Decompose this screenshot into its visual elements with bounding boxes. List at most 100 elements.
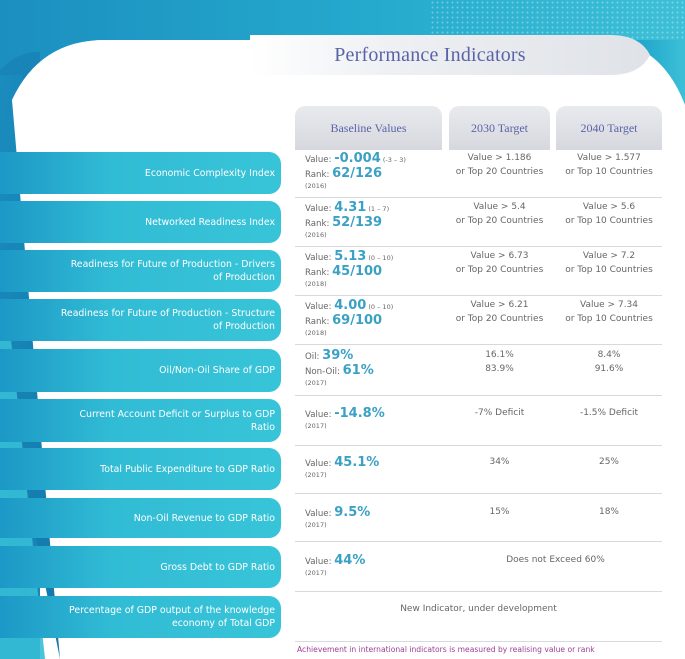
baseline-year: (2017) xyxy=(305,568,327,577)
target-2030: 34% xyxy=(449,455,550,469)
column-header-baseline: Baseline Values xyxy=(295,106,442,150)
baseline-prefix: Rank: xyxy=(305,169,333,180)
indicator-label: Gross Debt to GDP Ratio xyxy=(0,546,281,588)
indicator-label-text: Gross Debt to GDP Ratio xyxy=(160,561,275,573)
target-2040: 25% xyxy=(556,455,662,469)
baseline-number: 4.31 xyxy=(334,200,367,215)
baseline-year: (2017) xyxy=(305,378,327,387)
target-2030: Value > 5.4 or Top 20 Countries xyxy=(449,200,550,228)
baseline-prefix: Value: xyxy=(305,459,335,469)
target-line: Value > 6.73 xyxy=(470,251,529,261)
target-2040: 8.4% 91.6% xyxy=(556,348,662,376)
baseline-rank: 45/100 xyxy=(332,263,383,279)
baseline-prefix: Value: xyxy=(305,253,335,263)
baseline-value: Oil: 39% Non-Oil: 61% (2017) xyxy=(305,348,374,387)
target-merged: Does not Exceed 60% xyxy=(449,553,662,567)
baseline-year: (2016) xyxy=(305,181,327,190)
indicator-label: Non-Oil Revenue to GDP Ratio xyxy=(0,498,281,538)
target-line: Value > 5.4 xyxy=(473,202,526,212)
baseline-prefix: Non-Oil: xyxy=(305,366,343,377)
baseline-number: 5.13 xyxy=(334,249,367,264)
target-line: or Top 10 Countries xyxy=(565,314,653,324)
indicator-label: Economic Complexity Index xyxy=(0,152,281,194)
target-2030: Value > 1.186 or Top 20 Countries xyxy=(449,151,550,179)
baseline-prefix: Oil: xyxy=(305,352,323,362)
baseline-prefix: Value: xyxy=(305,410,335,420)
target-merged: New Indicator, under development xyxy=(295,602,662,616)
target-line: 83.9% xyxy=(485,364,514,374)
baseline-rank: 61% xyxy=(342,362,374,378)
target-line: Value > 7.34 xyxy=(579,300,639,310)
target-2030: 16.1% 83.9% xyxy=(449,348,550,376)
target-2040: -1.5% Deficit xyxy=(556,406,662,420)
baseline-number: 4.00 xyxy=(334,298,367,313)
indicator-label-text: Total Public Expenditure to GDP Ratio xyxy=(100,463,275,475)
baseline-number: -14.8% xyxy=(334,406,385,421)
target-2040: Value > 7.2 or Top 10 Countries xyxy=(556,249,662,277)
row-divider xyxy=(295,493,662,494)
target-line: Value > 7.2 xyxy=(582,251,636,261)
baseline-year: (2018) xyxy=(305,328,327,337)
baseline-range: (0 – 10) xyxy=(366,254,394,262)
baseline-number: 39% xyxy=(322,348,354,363)
indicator-label: Percentage of GDP output of the knowledg… xyxy=(0,596,281,638)
row-divider xyxy=(295,295,662,296)
baseline-value: Value: -0.004 (-3 – 3) Rank: 62/126 (2016) xyxy=(305,151,406,190)
target-line: -7% Deficit xyxy=(474,408,525,418)
indicator-label-text: Readiness for Future of Production - Str… xyxy=(60,308,275,332)
baseline-number: 9.5% xyxy=(334,505,371,520)
target-line: or Top 10 Countries xyxy=(565,216,653,226)
indicator-label-text: Non-Oil Revenue to GDP Ratio xyxy=(133,512,275,524)
baseline-range: (0 – 10) xyxy=(366,303,394,311)
baseline-prefix: Value: xyxy=(305,204,335,214)
baseline-rank: 62/126 xyxy=(332,165,383,181)
page-title: Performance Indicators xyxy=(334,44,526,66)
indicator-label: Current Account Deficit or Surplus to GD… xyxy=(0,399,281,442)
target-line: 34% xyxy=(489,457,510,467)
indicator-label-text: Percentage of GDP output of the knowledg… xyxy=(69,605,275,629)
row-divider xyxy=(295,344,662,345)
baseline-range: (1 – 7) xyxy=(366,205,390,213)
target-line: or Top 10 Countries xyxy=(565,167,653,177)
baseline-number: 44% xyxy=(334,553,366,568)
baseline-value: Value: -14.8% (2017) xyxy=(305,406,385,430)
row-divider xyxy=(295,395,662,396)
baseline-value: Value: 4.00 (0 – 10) Rank: 69/100 (2018) xyxy=(305,298,394,337)
baseline-prefix: Rank: xyxy=(305,316,333,327)
indicator-label-text: Networked Readiness Index xyxy=(145,216,275,228)
baseline-range: (-3 – 3) xyxy=(380,156,406,164)
target-line: 18% xyxy=(598,507,619,517)
indicator-label: Readiness for Future of Production - Str… xyxy=(0,299,281,341)
baseline-prefix: Value: xyxy=(305,509,335,519)
column-header-2030: 2030 Target xyxy=(449,106,550,150)
target-line: 16.1% xyxy=(485,350,514,360)
target-2030: Value > 6.73 or Top 20 Countries xyxy=(449,249,550,277)
row-divider xyxy=(295,541,662,542)
indicator-label-text: Economic Complexity Index xyxy=(144,167,275,179)
row-divider xyxy=(295,246,662,247)
baseline-year: (2017) xyxy=(305,421,327,430)
baseline-year: (2017) xyxy=(305,520,327,529)
baseline-prefix: Value: xyxy=(305,155,335,165)
target-line: or Top 20 Countries xyxy=(455,216,544,226)
baseline-year: (2017) xyxy=(305,470,327,479)
indicator-label: Networked Readiness Index xyxy=(0,201,281,243)
target-line: Does not Exceed 60% xyxy=(506,555,605,565)
baseline-value: Value: 4.31 (1 – 7) Rank: 52/139 (2016) xyxy=(305,200,390,239)
target-2030: -7% Deficit xyxy=(449,406,550,420)
indicator-label: Total Public Expenditure to GDP Ratio xyxy=(0,448,281,490)
target-line: or Top 20 Countries xyxy=(455,314,544,324)
row-divider xyxy=(295,591,662,592)
baseline-prefix: Value: xyxy=(305,557,335,567)
target-line: or Top 10 Countries xyxy=(565,265,653,275)
target-2040: 18% xyxy=(556,505,662,519)
baseline-value: Value: 9.5% (2017) xyxy=(305,505,371,529)
target-line: Value > 1.186 xyxy=(467,153,532,163)
target-line: Value > 6.21 xyxy=(470,300,529,310)
target-line: New Indicator, under development xyxy=(400,604,557,614)
column-header-2040: 2040 Target xyxy=(556,106,662,150)
indicator-label: Oil/Non-Oil Share of GDP xyxy=(0,349,281,392)
baseline-year: (2018) xyxy=(305,279,327,288)
baseline-rank: 69/100 xyxy=(332,312,383,328)
indicator-label-text: Readiness for Future of Production - Dri… xyxy=(70,259,275,283)
